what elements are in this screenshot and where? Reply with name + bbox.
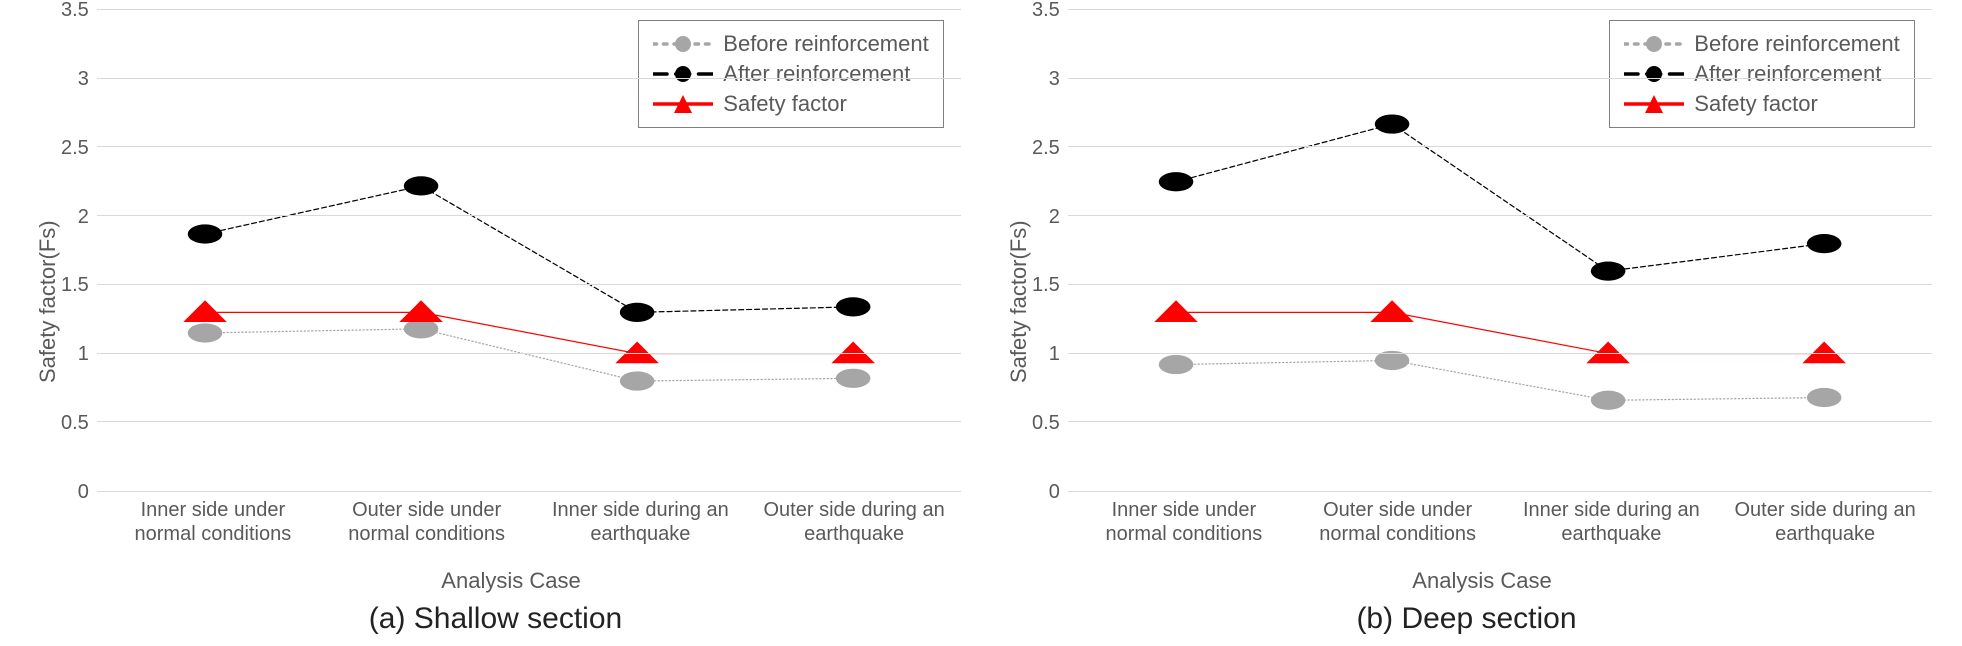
series-marker	[1375, 351, 1410, 370]
series-marker	[1591, 261, 1626, 280]
grid-line	[1068, 353, 1932, 354]
legend-row: Safety factor	[653, 89, 928, 119]
x-axis-label: Analysis Case	[61, 568, 961, 594]
legend-swatch-icon	[1624, 94, 1684, 114]
x-tick: Inner side under normal conditions	[106, 492, 320, 546]
grid-line	[97, 284, 961, 285]
legend-label: After reinforcement	[723, 61, 910, 87]
y-ticks: 3.532.521.510.50	[61, 10, 97, 492]
grid-line	[97, 9, 961, 10]
series-marker	[836, 297, 871, 316]
y-ticks: 3.532.521.510.50	[1032, 10, 1068, 492]
chart-caption: (b) Deep section	[1001, 602, 1932, 636]
grid-line	[97, 353, 961, 354]
series-marker	[1159, 172, 1194, 191]
series-marker	[620, 371, 655, 390]
series-marker	[404, 176, 439, 195]
legend: Before reinforcement After reinforcement S…	[1609, 20, 1914, 128]
plot-box: Before reinforcement After reinforcement S…	[97, 10, 961, 492]
legend-label: After reinforcement	[1694, 61, 1881, 87]
legend-swatch-icon	[653, 34, 713, 54]
grid-line	[1068, 78, 1932, 79]
series-marker	[1154, 300, 1198, 322]
grid-line	[97, 146, 961, 147]
series-line	[205, 186, 853, 312]
legend: Before reinforcement After reinforcement S…	[638, 20, 943, 128]
series-marker	[188, 323, 223, 342]
grid-line	[1068, 215, 1932, 216]
x-ticks: Inner side under normal conditionsOuter …	[106, 492, 961, 546]
legend-row: Before reinforcement	[653, 29, 928, 59]
legend-swatch-icon	[653, 94, 713, 114]
grid-line	[97, 78, 961, 79]
y-axis-label: Safety factor(Fs)	[30, 10, 61, 594]
x-tick: Inner side during an earthquake	[534, 492, 748, 546]
series-marker	[188, 224, 223, 243]
series-line	[1176, 360, 1824, 400]
plot-box: Before reinforcement After reinforcement S…	[1068, 10, 1932, 492]
x-tick: Inner side during an earthquake	[1505, 492, 1719, 546]
series-marker	[1370, 300, 1414, 322]
series-line	[1176, 312, 1824, 353]
chart-container: Safety factor(Fs) 3.532.521.510.50 Befor…	[1001, 10, 1932, 594]
legend-swatch-icon	[1624, 34, 1684, 54]
series-marker	[1807, 234, 1842, 253]
legend-label: Safety factor	[1694, 91, 1818, 117]
series-marker	[399, 300, 443, 322]
legend-swatch-icon	[653, 64, 713, 84]
series-marker	[836, 369, 871, 388]
grid-line	[97, 215, 961, 216]
series-marker	[1375, 114, 1410, 133]
legend-row: Safety factor	[1624, 89, 1899, 119]
legend-label: Before reinforcement	[1694, 31, 1899, 57]
x-tick: Outer side under normal conditions	[320, 492, 534, 546]
legend-label: Safety factor	[723, 91, 847, 117]
legend-label: Before reinforcement	[723, 31, 928, 57]
series-marker	[1159, 355, 1194, 374]
legend-row: After reinforcement	[1624, 59, 1899, 89]
series-marker	[1591, 391, 1626, 410]
x-ticks: Inner side under normal conditionsOuter …	[1077, 492, 1932, 546]
x-axis-label: Analysis Case	[1032, 568, 1932, 594]
chart-container: Safety factor(Fs) 3.532.521.510.50 Befor…	[30, 10, 961, 594]
grid-line	[1068, 9, 1932, 10]
grid-line	[1068, 284, 1932, 285]
legend-row: Before reinforcement	[1624, 29, 1899, 59]
grid-line	[97, 421, 961, 422]
y-axis-label: Safety factor(Fs)	[1001, 10, 1032, 594]
series-marker	[183, 300, 227, 322]
series-line	[205, 312, 853, 353]
legend-row: After reinforcement	[653, 59, 928, 89]
series-marker	[620, 303, 655, 322]
series-line	[205, 329, 853, 381]
grid-line	[1068, 421, 1932, 422]
legend-swatch-icon	[1624, 64, 1684, 84]
series-marker	[404, 319, 439, 338]
x-tick: Outer side during an earthquake	[1718, 492, 1932, 546]
chart-caption: (a) Shallow section	[30, 602, 961, 636]
series-marker	[1807, 388, 1842, 407]
grid-line	[1068, 146, 1932, 147]
x-tick: Inner side under normal conditions	[1077, 492, 1291, 546]
x-tick: Outer side during an earthquake	[747, 492, 961, 546]
chart-panel-a: Safety factor(Fs) 3.532.521.510.50 Befor…	[10, 10, 981, 636]
chart-panel-b: Safety factor(Fs) 3.532.521.510.50 Befor…	[981, 10, 1952, 636]
x-tick: Outer side under normal conditions	[1291, 492, 1505, 546]
